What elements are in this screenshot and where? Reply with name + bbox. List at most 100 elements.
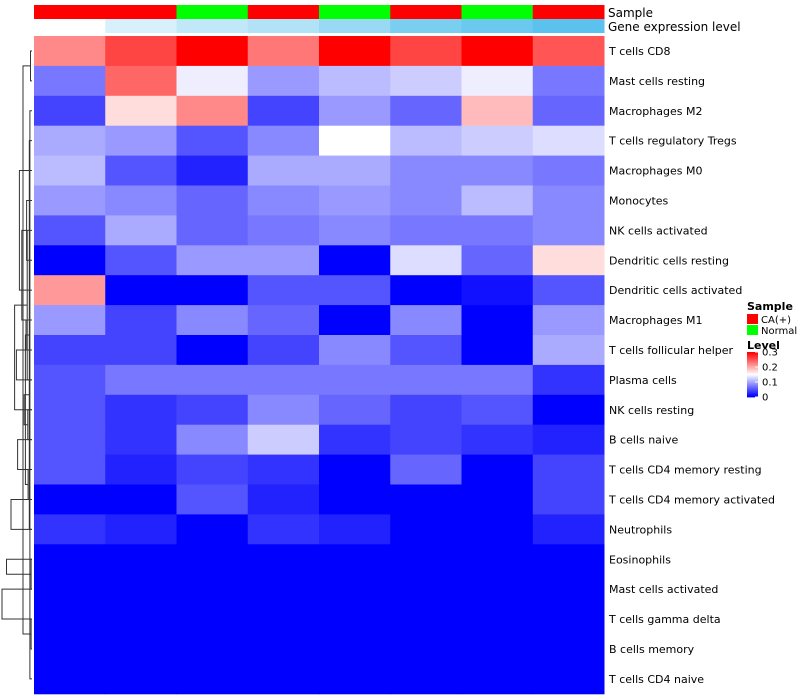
heatmap-cell [319, 125, 391, 157]
heatmap-cell [105, 245, 177, 276]
level-colorbar-segment [747, 360, 758, 362]
heatmap-cell [461, 215, 534, 246]
heatmap-cell [390, 454, 462, 485]
heatmap-cell [532, 65, 605, 97]
heatmap-cell [105, 364, 177, 396]
heatmap-cell [247, 514, 320, 545]
heatmap-cell [105, 305, 177, 336]
heatmap-cell [176, 544, 249, 575]
level-colorbar-segment [747, 384, 758, 386]
heatmap-cell [390, 394, 462, 426]
heatmap-cell [461, 185, 534, 216]
heatmap-cell [461, 424, 534, 456]
heatmap-cell [247, 364, 320, 396]
gene-expression-annotation-cell [176, 19, 249, 33]
heatmap-cell [390, 185, 462, 216]
heatmap-cell [247, 65, 320, 97]
level-colorbar-segment [747, 367, 758, 369]
heatmap-cell [390, 604, 462, 635]
heatmap-cell [390, 364, 462, 396]
dendrogram-branch [30, 618, 32, 650]
heatmap-cell [532, 125, 605, 157]
row-label: NK cells resting [609, 404, 694, 417]
heatmap-cell [176, 394, 249, 426]
level-tick-label: 0.1 [762, 378, 778, 389]
dendrogram-branch [30, 558, 32, 590]
heatmap-cell [247, 155, 320, 186]
heatmap-cell [532, 335, 605, 366]
level-colorbar-segment [747, 377, 758, 379]
heatmap-cell [34, 155, 106, 186]
heatmap-cell [247, 604, 320, 635]
heatmap-cell [247, 185, 320, 216]
heatmap-cell [532, 454, 605, 485]
heatmap-cell [34, 514, 106, 545]
sample-annotation-label: Sample [608, 6, 653, 20]
gene-expression-annotation-cell [34, 19, 106, 33]
heatmap-cell [532, 514, 605, 545]
row-label: Dendritic cells activated [609, 284, 742, 297]
heatmap-cell [105, 424, 177, 456]
heatmap-cell [34, 454, 106, 485]
heatmap-cell [105, 335, 177, 366]
heatmap-cell [532, 185, 605, 216]
heatmap-cell [34, 364, 106, 396]
level-colorbar-segment [747, 392, 758, 394]
gene-expression-annotation-cell [105, 19, 177, 33]
level-colorbar-segment [747, 390, 758, 392]
level-colorbar-segment [747, 355, 758, 357]
heatmap-cell [319, 185, 391, 216]
heatmap-cell [532, 215, 605, 246]
level-legend-title: Level [747, 339, 780, 352]
heatmap-cell [34, 335, 106, 366]
heatmap-cell [319, 514, 391, 545]
heatmap-cell [532, 604, 605, 635]
row-labels: T cells CD8 Mast cells resting Macrophages… [608, 45, 775, 686]
heatmap-cell [461, 574, 534, 605]
heatmap-cell [176, 155, 249, 186]
sample-annotation-cell [319, 5, 391, 19]
heatmap-cell [319, 484, 391, 515]
heatmap-cell [105, 185, 177, 216]
heatmap-cell [176, 215, 249, 246]
heatmap-cell [34, 634, 106, 665]
heatmap-cell [532, 663, 605, 695]
level-colorbar-segment [747, 353, 758, 355]
sample-legend-label: CA(+) [761, 315, 791, 326]
heatmap-cells [34, 36, 605, 695]
heatmap-cell [390, 634, 462, 665]
heatmap-cell [247, 394, 320, 426]
sample-annotation-cell [176, 5, 249, 19]
heatmap-cell [105, 514, 177, 545]
legend: Sample CA(+)Normal Level 0 0.1 0.2 0.3 [747, 300, 797, 404]
heatmap-cell [461, 36, 534, 67]
level-colorbar-segment [747, 371, 758, 373]
dendrogram-branch [10, 498, 32, 530]
heatmap-cell [461, 335, 534, 366]
heatmap-cell [319, 65, 391, 97]
heatmap-cell [390, 95, 462, 127]
row-label: NK cells activated [609, 224, 708, 237]
heatmap-cell [532, 424, 605, 456]
heatmap-cell [105, 36, 177, 67]
level-colorbar-segment [747, 359, 758, 361]
heatmap-cell [105, 95, 177, 127]
heatmap-cell [105, 454, 177, 485]
heatmap-cell [390, 544, 462, 575]
heatmap-cell [176, 454, 249, 485]
heatmap-cell [319, 424, 391, 456]
heatmap-cell [247, 95, 320, 127]
heatmap-cell [390, 245, 462, 276]
heatmap-cell [461, 305, 534, 336]
sample-legend-swatch [747, 325, 758, 335]
heatmap-cell [461, 604, 534, 635]
heatmap-cell [532, 155, 605, 186]
heatmap-cell [319, 335, 391, 366]
dendrogram-branch [28, 140, 32, 530]
level-colorbar-segment [747, 370, 758, 372]
row-label: Mast cells resting [609, 75, 705, 88]
row-label: T cells follicular helper [608, 344, 734, 357]
level-colorbar-segment [747, 382, 758, 384]
heatmap-cell [176, 36, 249, 67]
